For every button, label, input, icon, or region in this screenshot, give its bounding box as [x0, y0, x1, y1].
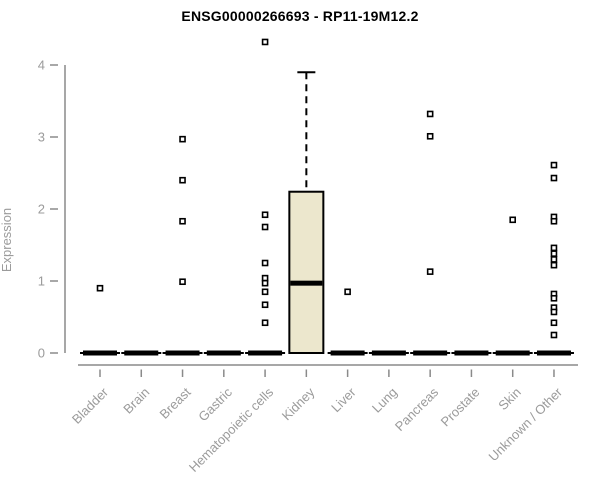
box: [288, 190, 325, 354]
outlier-point: [550, 244, 558, 252]
outlier-point: [261, 279, 269, 287]
outlier-point: [426, 268, 434, 275]
outlier-point: [550, 217, 558, 225]
outlier-point: [509, 216, 517, 224]
outlier-point: [550, 294, 558, 302]
x-category-label: Unknown / Other: [486, 384, 566, 464]
outlier-point: [550, 331, 558, 339]
x-category-label: Breast: [156, 384, 193, 421]
outlier-point: [261, 301, 269, 309]
y-tick-label: 1: [38, 274, 45, 289]
outlier-point: [550, 261, 558, 269]
median-line: [290, 280, 323, 286]
outlier-point: [261, 288, 269, 296]
collapsed-box: [83, 350, 117, 356]
x-category-label: Skin: [495, 385, 523, 413]
y-tick-label: 3: [38, 130, 45, 145]
outlier-point: [550, 250, 558, 257]
collapsed-box: [536, 350, 571, 356]
x-category-label: Prostate: [438, 385, 483, 430]
outlier-point: [550, 174, 558, 182]
outlier-point: [261, 38, 269, 46]
collapsed-box: [124, 350, 159, 356]
x-category-label: Pancreas: [392, 384, 442, 434]
outlier-point: [344, 288, 351, 296]
chart-title: ENSG00000266693 - RP11-19M12.2: [181, 8, 419, 24]
outlier-point: [179, 278, 186, 286]
collapsed-box: [454, 350, 489, 356]
outlier-point: [550, 308, 558, 316]
collapsed-box: [495, 350, 530, 356]
outlier-point: [261, 259, 269, 267]
x-category-label: Liver: [328, 384, 359, 415]
y-tick-label: 0: [38, 346, 45, 361]
x-category-label: Gastric: [195, 384, 235, 424]
y-tick-label: 4: [38, 58, 45, 73]
outlier-point: [96, 284, 104, 292]
outlier-point: [261, 211, 269, 219]
outlier-point: [179, 217, 186, 225]
collapsed-box: [413, 350, 448, 356]
outlier-point: [261, 319, 269, 327]
outlier-point: [261, 223, 269, 231]
y-tick-label: 2: [38, 202, 45, 217]
x-category-label: Kidney: [279, 384, 318, 423]
outlier-point: [426, 110, 434, 118]
outlier-point: [179, 176, 186, 184]
collapsed-box: [248, 350, 283, 356]
collapsed-box: [206, 350, 241, 356]
x-category-label: Bladder: [69, 384, 112, 427]
outlier-point: [426, 132, 434, 140]
outlier-point: [550, 256, 558, 263]
outlier-point: [550, 161, 558, 169]
x-category-label: Brain: [120, 385, 152, 417]
collapsed-box: [371, 350, 406, 356]
collapsed-box: [330, 350, 365, 356]
outlier-point: [550, 319, 558, 327]
collapsed-box: [165, 350, 200, 356]
x-category-label: Lung: [369, 385, 400, 416]
outlier-point: [179, 135, 186, 143]
